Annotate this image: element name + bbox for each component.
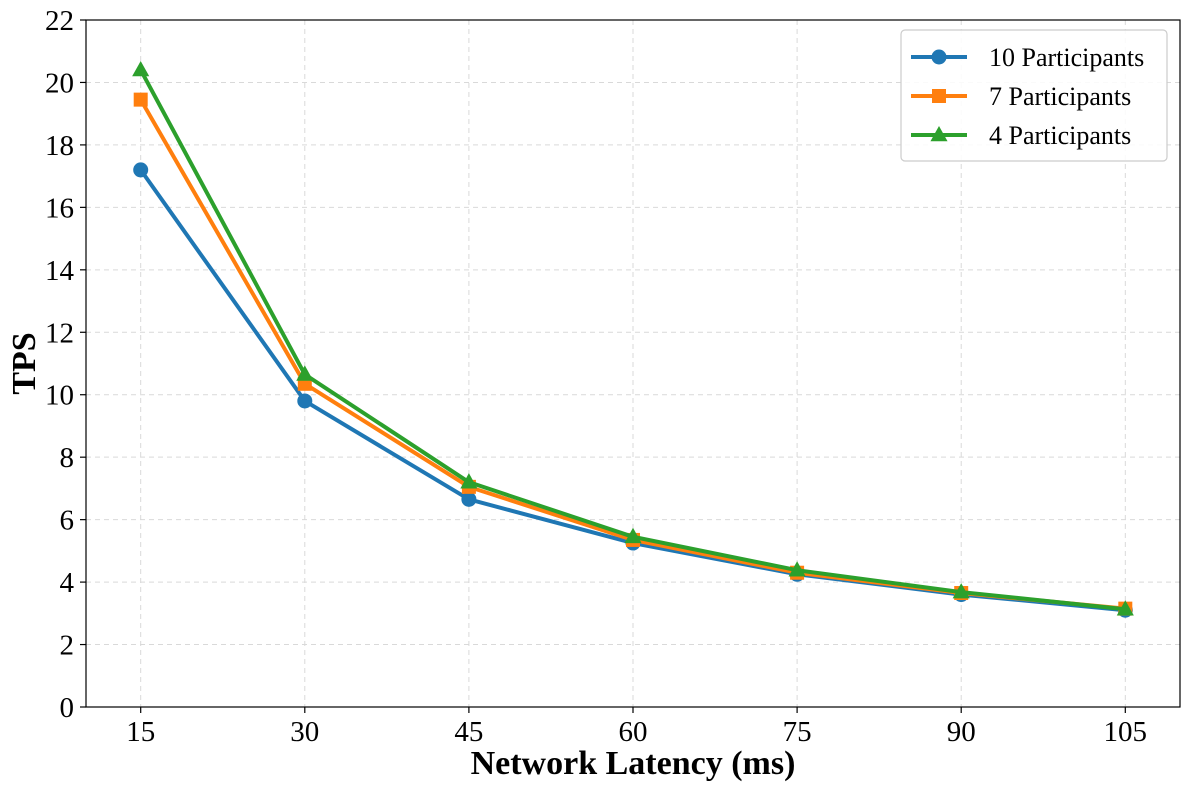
series-4-participants [132, 60, 1134, 616]
y-tick-label: 16 [45, 192, 74, 224]
x-tick-label: 30 [290, 716, 319, 748]
y-tick-label: 4 [60, 567, 75, 599]
legend-box [900, 29, 1168, 162]
y-axis-title: TPS [6, 332, 43, 394]
legend: 10 Participants 7 Participants 4 Participa… [900, 29, 1168, 162]
data-point-triangle [788, 561, 806, 577]
legend-marker-square [932, 89, 946, 103]
y-tick-label: 8 [60, 442, 75, 474]
data-point-circle [133, 162, 149, 178]
legend-label: 10 Participants [989, 43, 1144, 72]
y-tick-label: 10 [45, 380, 74, 412]
legend-entry: 7 Participants [911, 82, 1131, 111]
x-tick-label: 60 [619, 716, 648, 748]
legend-entry: 10 Participants [911, 43, 1144, 72]
y-tick-label: 22 [45, 5, 74, 37]
legend-label: 4 Participants [989, 121, 1131, 150]
y-tick-label: 12 [45, 317, 74, 349]
x-tick-label: 105 [1104, 716, 1148, 748]
data-point-circle [461, 491, 477, 507]
legend-marker-circle [931, 49, 947, 65]
data-point-triangle [624, 527, 642, 544]
x-axis-title: Network Latency (ms) [471, 745, 796, 782]
axis-ticks: 0 2 4 6 8 10 12 14 16 18 20 22 15 30 45 60 75 90 105 [45, 5, 1147, 748]
y-tick-label: 14 [45, 255, 75, 287]
series-layer [132, 60, 1134, 618]
legend-marker-triangle [930, 126, 948, 142]
data-point-triangle [132, 60, 150, 77]
data-point-square [133, 92, 148, 107]
x-tick-label: 15 [126, 716, 155, 748]
data-point-circle [297, 393, 313, 409]
legend-entry: 4 Participants [911, 121, 1131, 150]
y-tick-label: 6 [60, 505, 75, 537]
data-point-triangle [460, 473, 478, 489]
legend-label: 7 Participants [989, 82, 1131, 111]
x-tick-label: 75 [783, 716, 812, 748]
x-tick-label: 45 [454, 716, 483, 748]
y-tick-label: 2 [60, 630, 75, 662]
data-point-triangle [1116, 600, 1134, 616]
x-tick-label: 90 [947, 716, 976, 748]
data-point-triangle [952, 583, 970, 599]
y-tick-label: 20 [45, 67, 74, 99]
y-tick-label: 18 [45, 130, 74, 162]
data-point-triangle [296, 365, 314, 381]
y-tick-label: 0 [60, 692, 75, 724]
grid [86, 19, 1180, 708]
